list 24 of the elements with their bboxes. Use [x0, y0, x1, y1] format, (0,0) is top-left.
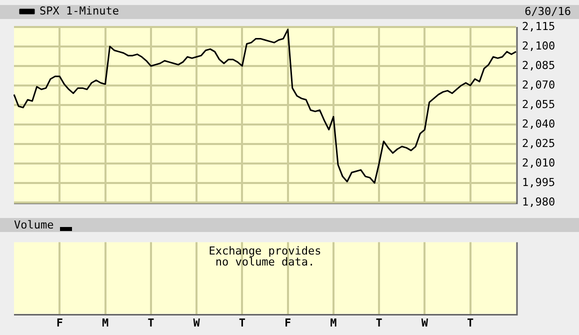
y-tick-label: 1,995 [522, 176, 556, 189]
y-tick-label: 2,115 [522, 20, 556, 33]
category-label: F [284, 316, 292, 330]
category-label: T [238, 316, 246, 330]
y-tick-label: 2,025 [522, 136, 556, 150]
y-tick-label: 2,070 [522, 78, 556, 92]
y-tick-label: 2,085 [522, 58, 556, 72]
category-label: M [330, 316, 338, 330]
category-label: F [56, 316, 63, 330]
category-label: M [102, 316, 109, 330]
category-label: T [376, 316, 383, 330]
category-label: T [148, 316, 155, 330]
text: Exchange provides no volume data. [208, 244, 322, 269]
text: Volume [14, 218, 54, 232]
y-tick-label: 2,100 [522, 39, 556, 52]
legend-label: SPX 1-Minute [40, 4, 119, 18]
category-label: T [467, 316, 474, 330]
y-tick-label: 2,010 [522, 156, 556, 170]
y-tick-label: 2,040 [522, 117, 556, 130]
y-tick-label: 2,055 [522, 98, 556, 111]
y-tick-label: 1,980 [522, 195, 556, 208]
text: 6/30/16 [524, 4, 571, 18]
category-label: W [193, 316, 200, 330]
category-label: W [421, 316, 428, 330]
